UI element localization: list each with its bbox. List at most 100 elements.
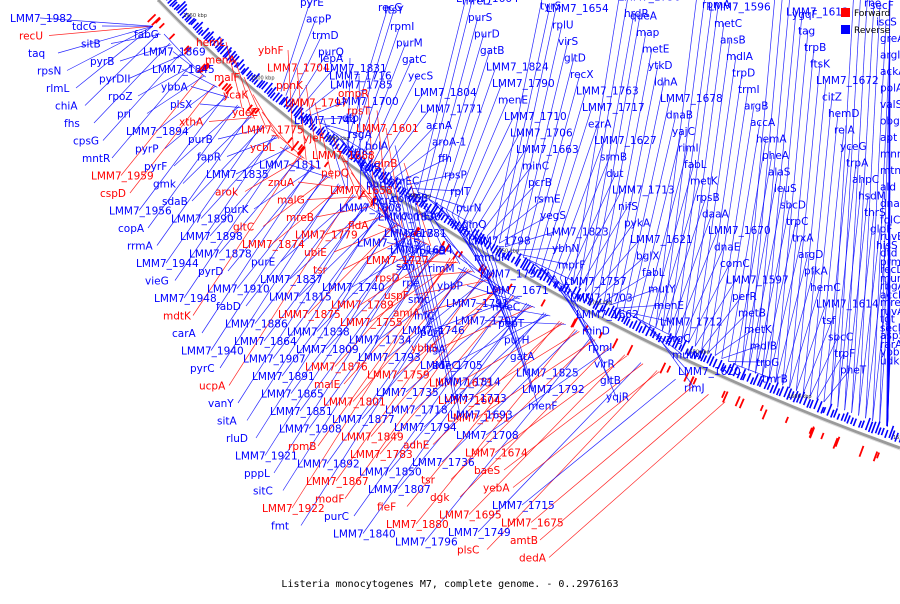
feature-label: LMM7_1654 (546, 3, 609, 15)
feature-label: map (636, 27, 660, 39)
feature-label: tsr (421, 475, 436, 487)
feature-label: alaS (768, 167, 791, 179)
feature-label: trpF (834, 348, 855, 360)
feature-label: rluD (226, 433, 248, 445)
reverse-feature-mark (847, 415, 850, 423)
feature-label: ruvB (880, 231, 900, 243)
feature-label: sitA (217, 416, 238, 428)
feature-label: sbcC (828, 332, 853, 344)
feature-label: ygqF (792, 9, 818, 21)
legend-forward-swatch (841, 8, 850, 17)
feature-label: LMM7_1715 (492, 500, 555, 512)
feature-label: bglX (636, 251, 659, 263)
feature-label: pri (117, 109, 131, 121)
feature-label: fabG (134, 29, 159, 41)
feature-label: purE (251, 257, 275, 269)
feature-label: apt (880, 132, 897, 144)
feature-label: metE (642, 44, 669, 56)
forward-feature-mark (291, 141, 298, 150)
feature-label: LMM7_1693 (450, 410, 513, 422)
feature-label: rlmL (46, 83, 69, 95)
feature-label: mdlA (726, 51, 754, 63)
feature-label: malG (277, 195, 305, 207)
feature-label: mreB (286, 212, 314, 224)
feature-label: cspD (100, 188, 126, 200)
feature-label: minD (582, 326, 610, 338)
forward-feature-mark (288, 138, 292, 143)
forward-feature-mark (613, 339, 618, 349)
feature-label: mprF (558, 260, 585, 272)
reverse-feature-mark (878, 428, 881, 435)
feature-label: pyrB (90, 56, 114, 68)
feature-label: rimJ (684, 383, 705, 395)
leader-line (499, 6, 550, 244)
leader-line (688, 263, 730, 343)
feature-label: adeC (432, 360, 459, 372)
feature-label: LMM7_1790 (492, 78, 555, 90)
feature-label: metB (738, 308, 766, 320)
feature-label: LMM7_1706 (510, 128, 573, 140)
feature-label: mtn (880, 165, 900, 177)
feature-label: dnaE (714, 242, 740, 254)
feature-label: dut (606, 168, 623, 180)
forward-feature-mark (627, 345, 632, 355)
feature-label: rnc (354, 146, 371, 158)
reverse-feature-mark (630, 321, 633, 327)
feature-label: znuA (268, 177, 295, 189)
feature-label: pcrB (528, 177, 552, 189)
feature-label: ansB (720, 35, 746, 47)
feature-label: LMM7_1710 (504, 111, 567, 123)
feature-label: ftsY (384, 5, 404, 17)
feature-label: dnaB (666, 110, 693, 122)
feature-label: ybhF (258, 45, 284, 57)
feature-label: xthA (179, 117, 204, 129)
feature-label: menE (654, 300, 684, 312)
feature-label: pyrP (135, 144, 159, 156)
feature-label: LMM7_1620 (678, 366, 741, 378)
feature-label: LMM7_1773 (444, 393, 507, 405)
feature-label: acnA (426, 120, 453, 132)
feature-label: pyrC (190, 363, 215, 375)
reverse-feature-mark (646, 327, 651, 336)
feature-label: minC (522, 161, 549, 173)
feature-label: dfp (342, 113, 359, 125)
feature-label: valS (880, 99, 900, 111)
feature-label: malF (214, 72, 240, 84)
feature-label: polA (880, 83, 900, 95)
feature-label: metK (690, 176, 719, 188)
feature-label: purC (324, 511, 349, 523)
feature-label: citZ (822, 92, 842, 104)
feature-label: hemB (780, 0, 811, 2)
feature-label: gatA (510, 351, 535, 363)
feature-label: LMM7_1671 (486, 285, 549, 297)
feature-label: gatC (402, 54, 427, 66)
feature-label: mdtK (163, 311, 192, 323)
feature-label: gmk (153, 179, 177, 191)
tick-label: 1850 kbp (326, 136, 350, 142)
reverse-feature-mark (770, 385, 773, 393)
feature-label: glnQ (462, 219, 487, 231)
feature-label: ubiE (304, 247, 327, 259)
feature-label: rpe (402, 278, 419, 290)
feature-label: trmD (312, 30, 339, 42)
feature-label: LMM7_1824 (486, 62, 549, 74)
reverse-feature-mark (841, 414, 844, 421)
reverse-feature-mark (642, 326, 646, 333)
feature-label: pppL (244, 468, 270, 480)
feature-label: purL (366, 179, 390, 191)
feature-label: tag (798, 26, 815, 38)
feature-label: perR (732, 291, 757, 303)
feature-label: rpsD (375, 273, 400, 285)
feature-label: LMM7_1804 (414, 87, 477, 99)
feature-label: copA (118, 223, 145, 235)
feature-label: daaA (702, 209, 730, 221)
feature-label: LMM7_1712 (660, 317, 723, 329)
feature-label: ydeE (232, 107, 258, 119)
feature-label: LMM7_1785 (330, 80, 393, 92)
feature-label: ybbP (437, 281, 463, 293)
feature-label: cpsG (73, 136, 99, 148)
feature-label: malE (314, 379, 340, 391)
feature-label: chiA (55, 101, 78, 113)
feature-label: dnaI (880, 198, 900, 210)
feature-label: LMM7_1596 (708, 2, 771, 14)
